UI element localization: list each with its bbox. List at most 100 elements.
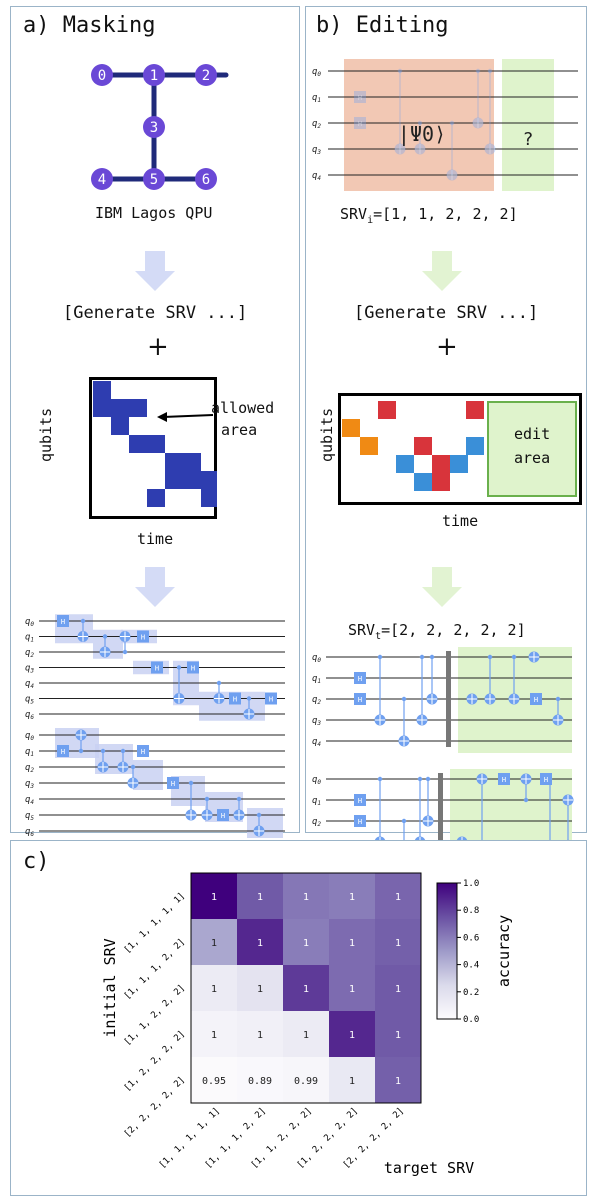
panel-c-title: c) — [23, 849, 50, 874]
qubit-label: q1 — [312, 674, 321, 685]
cnot-control — [449, 120, 455, 126]
mask-cell — [147, 489, 165, 507]
heatmap-cell — [329, 873, 375, 919]
qubit-label: q1 — [312, 93, 321, 104]
h-gate — [265, 692, 277, 705]
h-gate-label: H — [358, 818, 362, 826]
qubit-node — [143, 116, 165, 138]
h-gate-label: H — [221, 812, 225, 820]
h-gate-label: H — [358, 675, 362, 683]
heatmap-cell — [375, 1057, 421, 1103]
qubit-label: q0 — [25, 617, 34, 628]
heatmap-cell — [329, 965, 375, 1011]
heatmap-cell — [191, 1011, 237, 1057]
heatmap-cell-label: 1 — [349, 984, 355, 995]
h-gate-label: H — [61, 748, 65, 756]
heatmap-cell — [329, 1057, 375, 1103]
mask-cell — [201, 471, 217, 489]
colorbar-tick-label: 0.8 — [463, 906, 479, 916]
h-gate-label: H — [358, 94, 362, 102]
cnot-control — [511, 654, 517, 660]
qubit-label: q6 — [25, 710, 34, 721]
heatmap-cell — [375, 873, 421, 919]
mask-cell — [183, 453, 201, 471]
h-gate-label: H — [141, 748, 145, 756]
cnot-control — [397, 68, 403, 74]
cnot-control — [246, 696, 252, 701]
h-gate-label: H — [544, 776, 548, 784]
ibm-lagos-topology: 0 1 2 3 4 5 6 — [91, 64, 229, 190]
h-gate-label: H — [358, 120, 362, 128]
edit-grid-cell — [414, 437, 432, 455]
qubit-label: q2 — [312, 119, 321, 130]
h-gate-label: H — [358, 797, 362, 805]
heatmap-cell — [375, 1011, 421, 1057]
heatmap-cell — [283, 873, 329, 919]
heatmap-cell-label: 0.89 — [248, 1076, 272, 1087]
qubit-node-label: 4 — [98, 172, 106, 188]
cnot-control — [475, 68, 481, 74]
heatmap-cell-label: 0.99 — [294, 1076, 318, 1087]
heatmap-cell — [237, 873, 283, 919]
h-gate-label: H — [269, 696, 273, 704]
heatmap-cell-label: 1 — [395, 984, 401, 995]
qubit-label: q2 — [312, 695, 321, 706]
heatmap-cell — [191, 965, 237, 1011]
qubit-label: q4 — [25, 679, 34, 690]
panel-heatmap: c) 1 1 1 1 1 1 1 1 1 1 1 1 1 1 1 1 1 1 1 1 0.95 0.89 0.99 1 1 [1,… — [10, 840, 587, 1196]
heatmap-cell-label: 1 — [257, 1030, 263, 1041]
cnot-control — [419, 654, 425, 660]
mask-grid — [89, 377, 217, 519]
h-gate-label: H — [141, 634, 145, 642]
edit-grid-cell — [432, 473, 450, 491]
heatmap-cell-label: 1 — [257, 984, 263, 995]
heatmap-cell-label: 1 — [257, 938, 263, 949]
qubit-label: q2 — [25, 648, 34, 659]
heatmap-cell-label: 1 — [395, 892, 401, 903]
heatmap-cell-label: 1 — [211, 1030, 217, 1041]
cnot-control — [100, 748, 106, 754]
cnot-control — [417, 120, 423, 126]
heatmap-cell-label: 1 — [211, 984, 217, 995]
edit-grid — [338, 393, 582, 505]
down-arrow-icon — [422, 567, 462, 607]
allowed-area-arrow — [157, 412, 214, 422]
qubit-node-label: 0 — [98, 68, 106, 84]
h-gate — [137, 630, 149, 643]
h-gate — [354, 693, 366, 705]
cnot-control — [216, 680, 222, 686]
edited-circuit-1: q0 q1 q2 q3 q4 H H H — [312, 647, 572, 753]
qpu-label: IBM Lagos QPU — [95, 204, 213, 222]
edit-grid-cell — [378, 401, 396, 419]
heatmap-cell-label: 0.95 — [202, 1076, 226, 1087]
heatmap-cell-label: 1 — [303, 938, 309, 949]
cnot-control — [425, 776, 431, 782]
cnot-control — [256, 812, 262, 818]
initial-circuit-region — [344, 59, 494, 191]
mask-cell — [111, 399, 129, 417]
heatmap-cell-label: 1 — [349, 1076, 355, 1087]
qubit-node — [91, 168, 113, 190]
heatmap-cell — [329, 919, 375, 965]
psi-label: |Ψ0⟩ — [398, 122, 446, 146]
h-gate — [57, 615, 69, 627]
cnot-control — [236, 796, 242, 802]
qubit-node — [91, 64, 113, 86]
cnot-control — [417, 776, 423, 782]
qubit-node-label: 2 — [202, 68, 210, 84]
heatmap-cell-label: 1 — [395, 938, 401, 949]
qubit-label: q2 — [312, 817, 321, 828]
mask-cell — [93, 399, 111, 417]
qubit-label: q4 — [312, 737, 321, 748]
edit-grid-cell — [466, 401, 484, 419]
mask-ylabel: qubits — [37, 407, 55, 462]
qubit-label: q5 — [25, 695, 34, 706]
heatmap-cell-label: 1 — [303, 1030, 309, 1041]
qubit-label: q1 — [312, 796, 321, 807]
mask-cell — [165, 453, 183, 471]
mask-box — [247, 808, 283, 838]
qubit-label: q0 — [312, 653, 321, 664]
h-gate — [498, 773, 510, 785]
edit-area-line1: edit — [514, 425, 551, 443]
cnot-control — [78, 748, 84, 754]
